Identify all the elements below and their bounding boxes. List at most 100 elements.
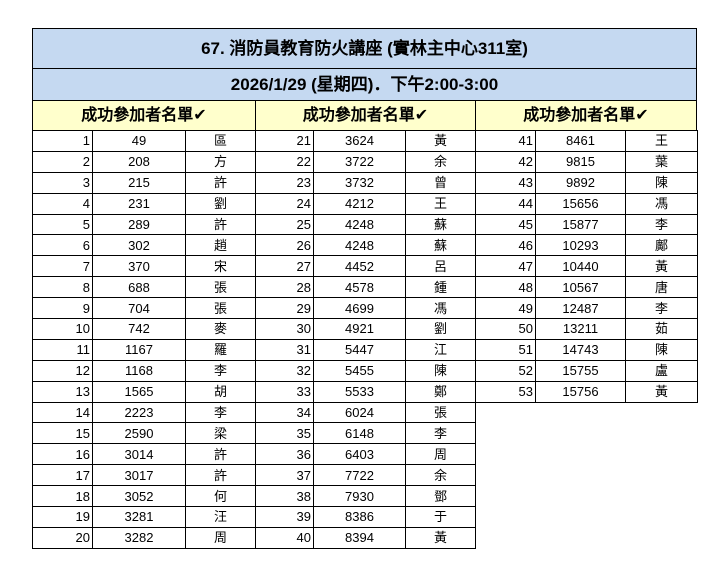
participant-surname: 陳 <box>625 171 698 194</box>
participant-surname: 李 <box>185 359 256 382</box>
participant-surname: 汪 <box>185 506 256 528</box>
row-number: 9 <box>32 297 93 320</box>
participant-id: 4699 <box>313 297 406 320</box>
row-number: 14 <box>32 401 93 424</box>
participant-id: 1565 <box>92 380 186 403</box>
participant-surname: 周 <box>185 526 256 549</box>
row-number: 16 <box>32 443 93 466</box>
column-header-2: 成功參加者名單✔ <box>255 100 476 131</box>
row-number: 21 <box>255 130 314 152</box>
participant-surname: 曾 <box>405 171 476 194</box>
row-number: 2 <box>32 150 93 173</box>
row-number: 13 <box>32 380 93 403</box>
table-row: 14 2223 李 <box>32 401 256 424</box>
participant-id: 3722 <box>313 150 406 173</box>
table-row: 24 4212 王 <box>255 192 476 215</box>
row-number: 40 <box>255 526 314 549</box>
participant-surname: 黃 <box>405 526 476 549</box>
participant-surname: 余 <box>405 464 476 487</box>
participant-surname: 馮 <box>405 297 476 320</box>
participant-id: 1167 <box>92 338 186 361</box>
participant-surname: 蘇 <box>405 234 476 257</box>
table-row: 25 4248 蘇 <box>255 213 476 236</box>
table-row: 3 215 許 <box>32 171 256 194</box>
row-number: 47 <box>475 255 536 278</box>
participant-id: 208 <box>92 150 186 173</box>
table-row: 49 12487 李 <box>475 297 698 320</box>
participant-surname: 何 <box>185 485 256 508</box>
participant-id: 9815 <box>535 150 626 173</box>
participant-surname: 劉 <box>405 318 476 340</box>
participant-surname: 李 <box>405 422 476 445</box>
participant-surname: 余 <box>405 150 476 173</box>
participant-surname: 陳 <box>405 359 476 382</box>
participant-table-2: 21 3624 黃 22 3722 余 23 3732 曾 24 4212 王 25 4248 蘇 26 424… <box>255 130 476 549</box>
participant-id: 4921 <box>313 318 406 340</box>
participant-surname: 羅 <box>185 338 256 361</box>
participant-id: 231 <box>92 192 186 215</box>
participant-id: 3017 <box>92 464 186 487</box>
table-row: 12 1168 李 <box>32 359 256 382</box>
participant-id: 7722 <box>313 464 406 487</box>
table-row: 22 3722 余 <box>255 150 476 173</box>
table-row: 41 8461 王 <box>475 130 698 152</box>
row-number: 52 <box>475 359 536 382</box>
participant-id: 6024 <box>313 401 406 424</box>
participant-surname: 陳 <box>625 338 698 361</box>
participant-id: 10440 <box>535 255 626 278</box>
table-row: 36 6403 周 <box>255 443 476 466</box>
event-title: 67. 消防員教育防火講座 (實林主中心311室) <box>32 28 697 69</box>
table-row: 50 13211 茹 <box>475 318 698 340</box>
table-row: 51 14743 陳 <box>475 338 698 361</box>
participant-surname: 黃 <box>405 130 476 152</box>
participant-surname: 馮 <box>625 192 698 215</box>
participant-id: 10567 <box>535 276 626 299</box>
participant-surname: 梁 <box>185 422 256 445</box>
row-number: 32 <box>255 359 314 382</box>
row-number: 28 <box>255 276 314 299</box>
participant-surname: 王 <box>625 130 698 152</box>
participant-surname: 許 <box>185 171 256 194</box>
participant-surname: 鄭 <box>405 380 476 403</box>
row-number: 11 <box>32 338 93 361</box>
participant-id: 370 <box>92 255 186 278</box>
table-row: 34 6024 張 <box>255 401 476 424</box>
participant-surname: 方 <box>185 150 256 173</box>
table-row: 20 3282 周 <box>32 526 256 549</box>
participant-id: 15756 <box>535 380 626 403</box>
table-row: 2 208 方 <box>32 150 256 173</box>
table-row: 47 10440 黃 <box>475 255 698 278</box>
row-number: 49 <box>475 297 536 320</box>
row-number: 4 <box>32 192 93 215</box>
row-number: 37 <box>255 464 314 487</box>
table-row: 28 4578 鍾 <box>255 276 476 299</box>
event-date: 2026/1/29 (星期四)．下午2:00-3:00 <box>32 68 697 101</box>
table-row: 30 4921 劉 <box>255 318 476 340</box>
participant-surname: 區 <box>185 130 256 152</box>
table-row: 18 3052 何 <box>32 485 256 508</box>
participant-id: 289 <box>92 213 186 236</box>
row-number: 25 <box>255 213 314 236</box>
participant-surname: 麥 <box>185 318 256 340</box>
table-row: 8 688 張 <box>32 276 256 299</box>
participant-id: 704 <box>92 297 186 320</box>
participant-id: 3281 <box>92 506 186 528</box>
table-row: 11 1167 羅 <box>32 338 256 361</box>
participant-surname: 許 <box>185 443 256 466</box>
participant-id: 3014 <box>92 443 186 466</box>
table-row: 45 15877 李 <box>475 213 698 236</box>
table-row: 37 7722 余 <box>255 464 476 487</box>
table-row: 16 3014 許 <box>32 443 256 466</box>
participant-id: 5455 <box>313 359 406 382</box>
participant-id: 8461 <box>535 130 626 152</box>
participant-surname: 劉 <box>185 192 256 215</box>
table-row: 17 3017 許 <box>32 464 256 487</box>
row-number: 44 <box>475 192 536 215</box>
participant-id: 5533 <box>313 380 406 403</box>
row-number: 39 <box>255 506 314 528</box>
row-number: 35 <box>255 422 314 445</box>
table-row: 31 5447 江 <box>255 338 476 361</box>
row-number: 50 <box>475 318 536 340</box>
row-number: 46 <box>475 234 536 257</box>
participant-surname: 鄺 <box>625 234 698 257</box>
